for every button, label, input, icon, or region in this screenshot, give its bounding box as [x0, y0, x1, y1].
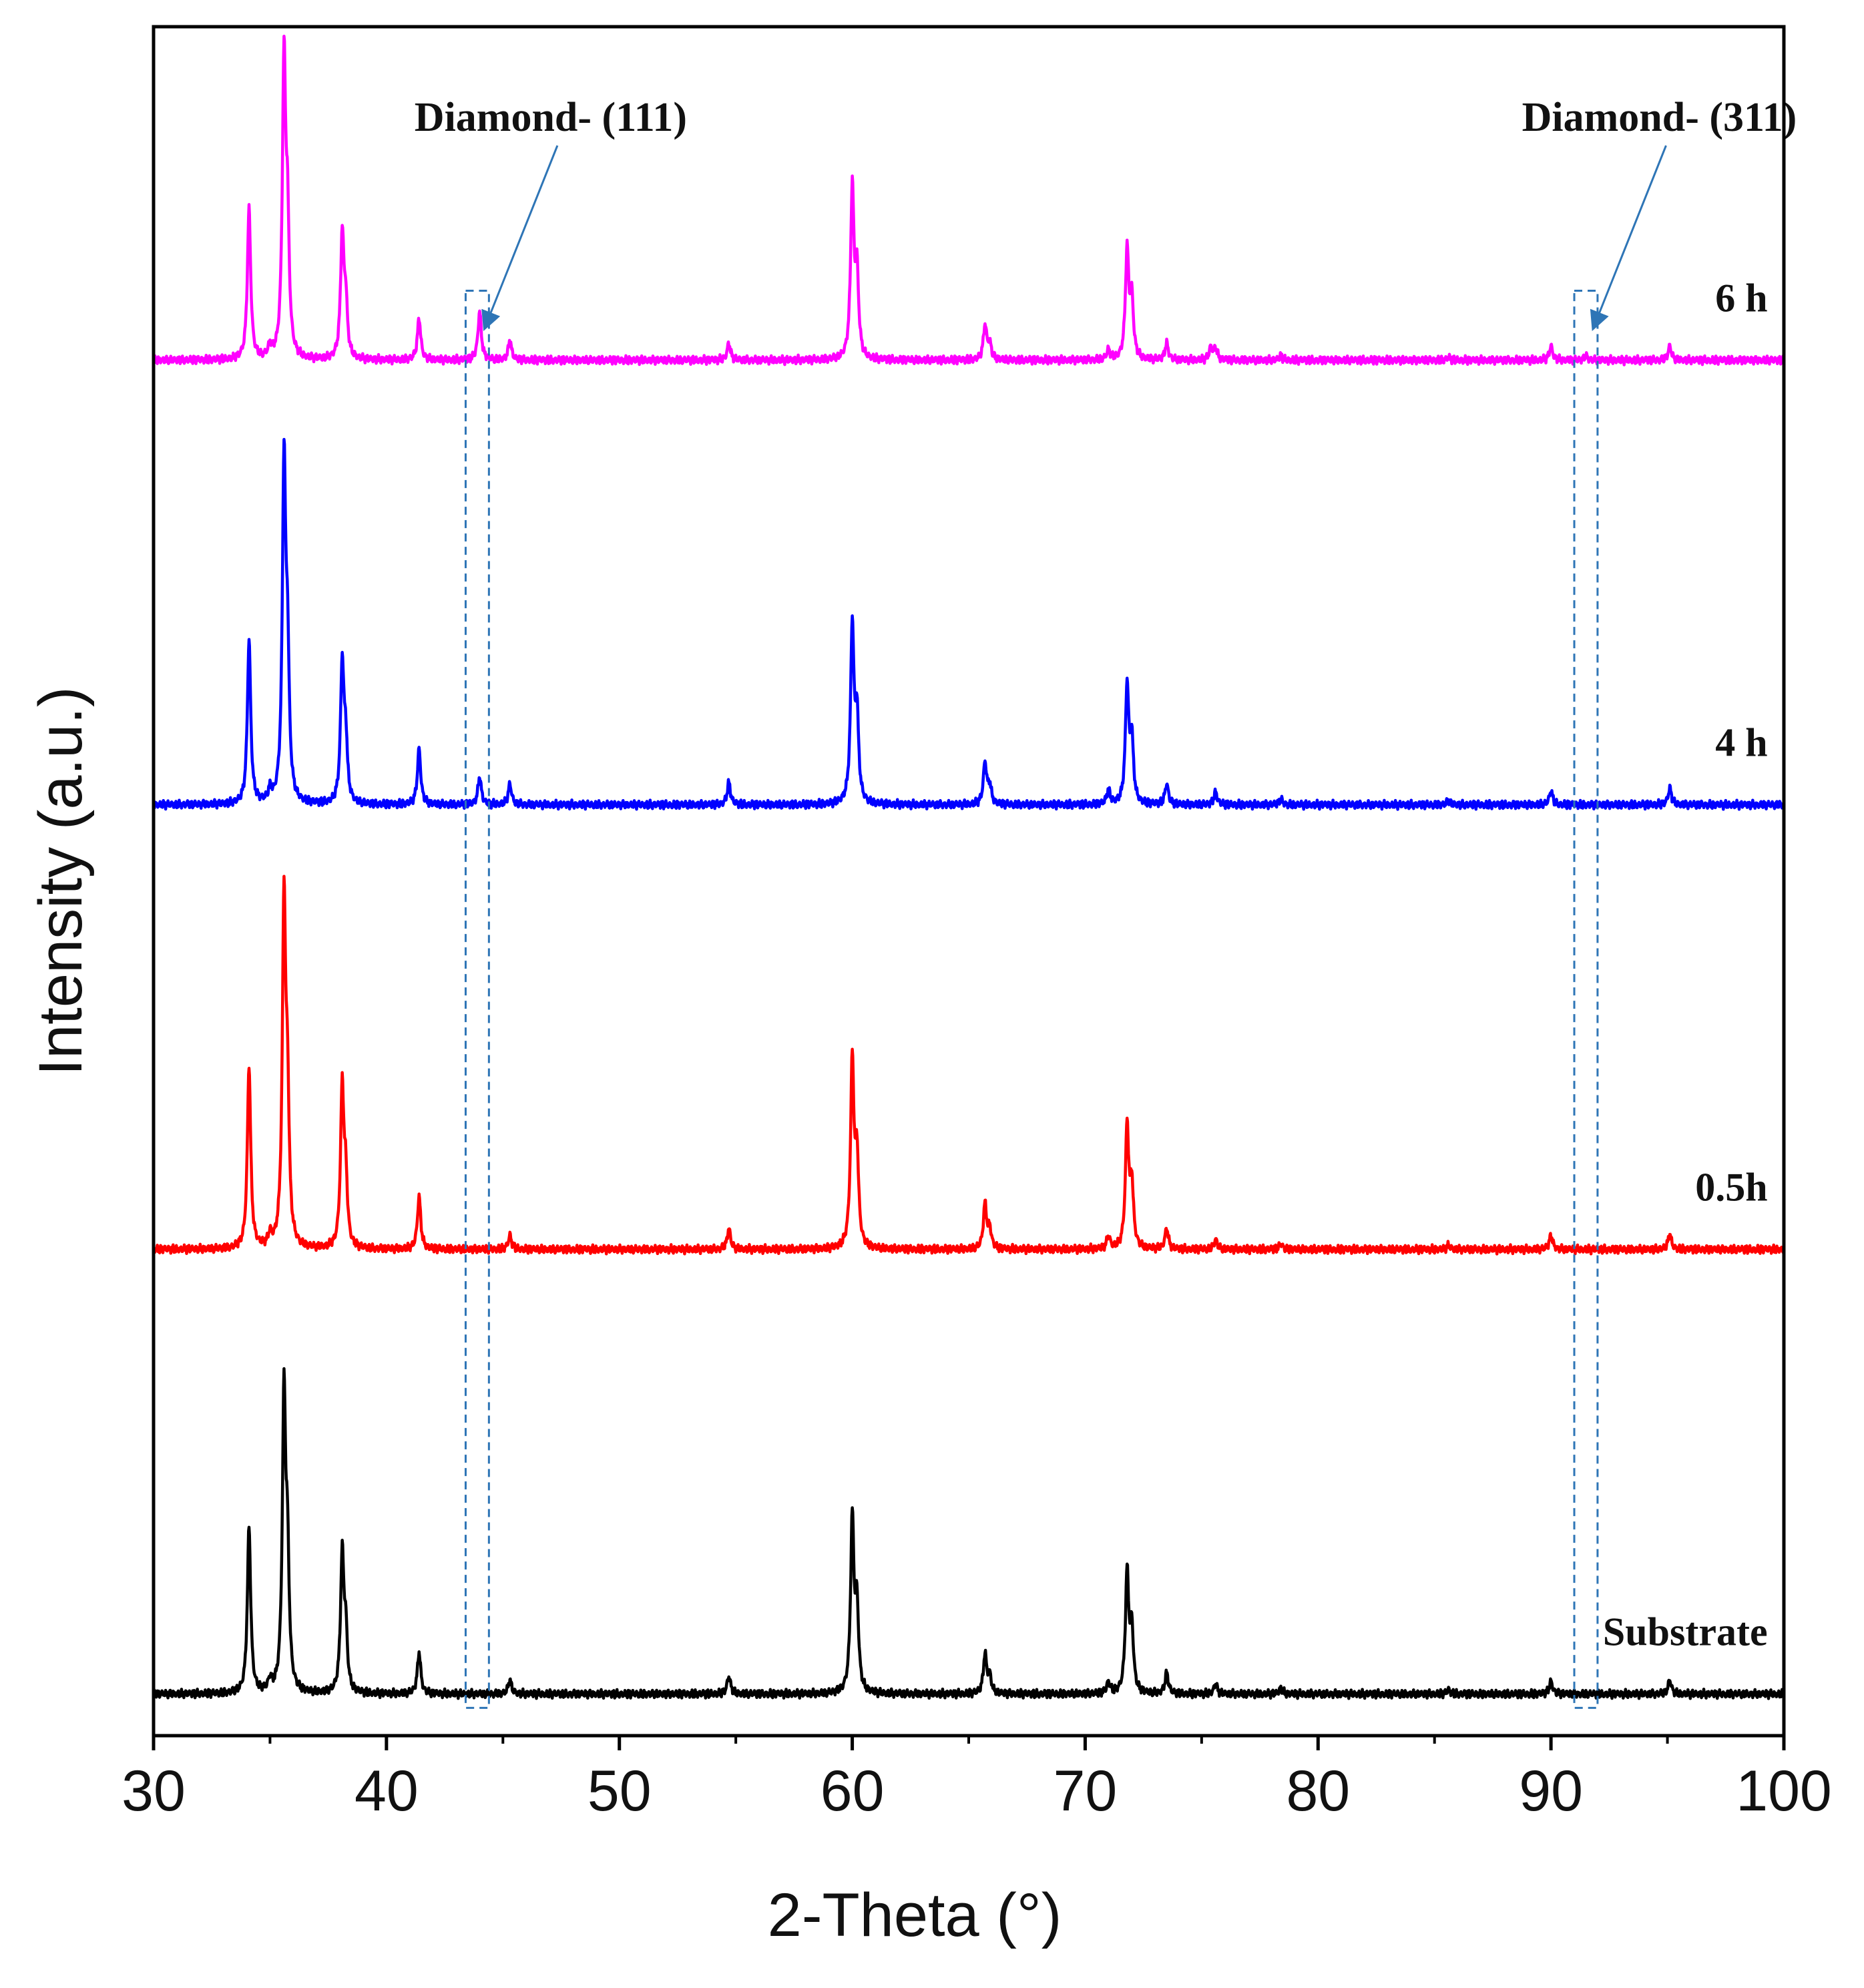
peak-point [989, 786, 990, 787]
peak-point [989, 344, 990, 345]
peak-point [1280, 799, 1281, 800]
x-tick-label: 80 [1286, 1759, 1350, 1823]
annotation-layer: Diamond- (111) Diamond- (311) [415, 95, 1797, 1709]
x-tick-label: 100 [1736, 1759, 1832, 1823]
peak-point [1210, 347, 1211, 348]
series-group: Substrate [152, 1366, 1786, 1700]
annotation-label: Diamond- (111) [415, 95, 687, 140]
x-tick-label: 40 [355, 1759, 419, 1823]
peak-point [1551, 1235, 1552, 1236]
series-line [152, 1366, 1786, 1700]
series-line [152, 35, 1785, 366]
peak-point [852, 1061, 853, 1062]
peak-point [1448, 1245, 1449, 1246]
peak-point [1166, 343, 1167, 344]
series-line [152, 438, 1785, 811]
peak-point [1127, 1574, 1128, 1575]
series-line [152, 875, 1786, 1256]
x-tick-label: 60 [821, 1759, 885, 1823]
peak-point [1215, 1239, 1216, 1240]
peak-point [1127, 1127, 1128, 1128]
series-layer: Substrate 0.5h 4 h 6 h [152, 35, 1786, 1700]
peak-point [852, 627, 853, 628]
peak-point [1166, 1673, 1167, 1674]
peak-point [1108, 1682, 1109, 1683]
peak-point [852, 190, 853, 191]
peak-point [509, 1235, 510, 1236]
annotation-arrow [481, 145, 559, 332]
peak-point [852, 1520, 853, 1521]
y-axis-title: Intensity (a.u.) [27, 687, 95, 1076]
peak-point [1215, 348, 1216, 349]
peak-point [1280, 1688, 1281, 1689]
x-tick-label: 70 [1054, 1759, 1118, 1823]
series-group: 4 h [152, 438, 1785, 811]
x-tick-label: 30 [122, 1759, 186, 1823]
x-tick-label: 90 [1519, 1759, 1583, 1823]
peak-point [249, 640, 250, 641]
peak-point [1108, 790, 1109, 791]
peak-point [287, 235, 288, 236]
series-label: Substrate [1603, 1610, 1768, 1654]
x-tick-label: 50 [588, 1759, 652, 1823]
peak-point [345, 307, 346, 308]
series-label: 6 h [1715, 276, 1767, 320]
peak-point [1551, 1681, 1552, 1682]
peak-point [509, 340, 510, 341]
peak-point [345, 1638, 346, 1639]
peak-point [1108, 1236, 1109, 1237]
peak-point [345, 1186, 346, 1187]
peak-point [1127, 686, 1128, 687]
series-group: 0.5h [152, 875, 1786, 1256]
peak-point [345, 746, 346, 747]
annotation-label: Diamond- (311) [1522, 95, 1797, 140]
x-axis: 30 40 50 60 70 80 90 100 [122, 1736, 1832, 1823]
peak-point [989, 1677, 990, 1678]
peak-point [1166, 1228, 1167, 1229]
peak-point [728, 782, 729, 783]
series-group: 6 h [152, 35, 1785, 366]
peak-point [1551, 790, 1552, 791]
annotation-arrow [1590, 145, 1667, 332]
peak-point [287, 1110, 288, 1111]
peak-point [479, 311, 480, 312]
peak-point [728, 343, 729, 344]
series-label: 0.5h [1695, 1166, 1767, 1210]
peak-point [1448, 357, 1449, 358]
peak-point [1448, 800, 1449, 801]
series-label: 4 h [1715, 721, 1767, 765]
x-axis-title: 2-Theta (°) [768, 1881, 1062, 1949]
peak-point [479, 776, 480, 777]
annotation-group: Diamond- (311) [1522, 95, 1797, 1709]
peak-point [728, 1228, 729, 1229]
peak-point [249, 1065, 250, 1066]
annotation-group: Diamond- (111) [415, 95, 687, 1709]
